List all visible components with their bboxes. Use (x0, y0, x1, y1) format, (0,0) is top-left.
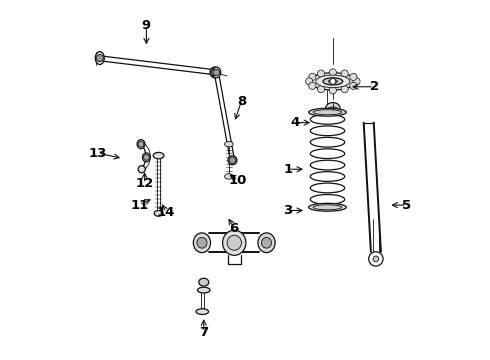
Ellipse shape (197, 237, 207, 248)
Ellipse shape (309, 203, 346, 211)
Circle shape (318, 70, 324, 77)
Ellipse shape (310, 73, 356, 90)
Text: 13: 13 (89, 147, 107, 159)
Text: 2: 2 (369, 80, 379, 93)
Circle shape (353, 78, 360, 85)
Circle shape (341, 70, 348, 77)
Ellipse shape (222, 230, 246, 255)
Ellipse shape (323, 78, 343, 85)
Text: 9: 9 (142, 19, 151, 32)
Ellipse shape (258, 233, 275, 253)
Ellipse shape (227, 235, 242, 250)
Circle shape (341, 86, 348, 93)
Text: 7: 7 (199, 326, 208, 339)
Ellipse shape (212, 67, 221, 78)
Ellipse shape (224, 174, 233, 179)
Ellipse shape (210, 67, 219, 78)
Circle shape (213, 69, 220, 76)
Text: 3: 3 (283, 204, 293, 217)
Circle shape (309, 73, 316, 81)
Text: 8: 8 (237, 95, 246, 108)
Ellipse shape (154, 211, 163, 216)
Ellipse shape (327, 107, 338, 113)
Text: 11: 11 (130, 199, 148, 212)
Text: 4: 4 (291, 116, 300, 129)
Ellipse shape (153, 152, 164, 159)
Circle shape (330, 78, 336, 84)
Ellipse shape (313, 110, 342, 115)
Circle shape (306, 78, 313, 85)
Ellipse shape (138, 166, 146, 173)
Ellipse shape (309, 108, 346, 116)
Circle shape (329, 69, 337, 76)
Circle shape (138, 141, 144, 147)
Ellipse shape (313, 205, 342, 210)
Ellipse shape (316, 75, 350, 87)
Circle shape (211, 69, 218, 76)
Ellipse shape (326, 103, 340, 114)
Circle shape (350, 73, 357, 81)
Ellipse shape (143, 153, 150, 162)
Circle shape (229, 157, 236, 163)
Circle shape (350, 82, 357, 89)
Text: 12: 12 (135, 177, 154, 190)
Ellipse shape (328, 80, 337, 83)
Circle shape (373, 256, 379, 262)
Text: 14: 14 (157, 206, 175, 219)
Text: 5: 5 (402, 199, 411, 212)
Circle shape (318, 86, 324, 93)
Circle shape (309, 82, 316, 89)
Text: 10: 10 (229, 174, 247, 186)
Ellipse shape (262, 237, 271, 248)
Circle shape (144, 154, 149, 160)
Ellipse shape (95, 51, 104, 64)
Ellipse shape (196, 309, 209, 315)
Text: 1: 1 (284, 163, 293, 176)
Ellipse shape (199, 278, 209, 286)
Ellipse shape (194, 233, 211, 253)
Ellipse shape (224, 141, 233, 147)
Text: 6: 6 (230, 222, 239, 235)
Ellipse shape (228, 156, 237, 165)
Circle shape (329, 87, 337, 94)
Ellipse shape (137, 140, 145, 149)
Ellipse shape (197, 287, 210, 293)
Circle shape (96, 54, 103, 62)
